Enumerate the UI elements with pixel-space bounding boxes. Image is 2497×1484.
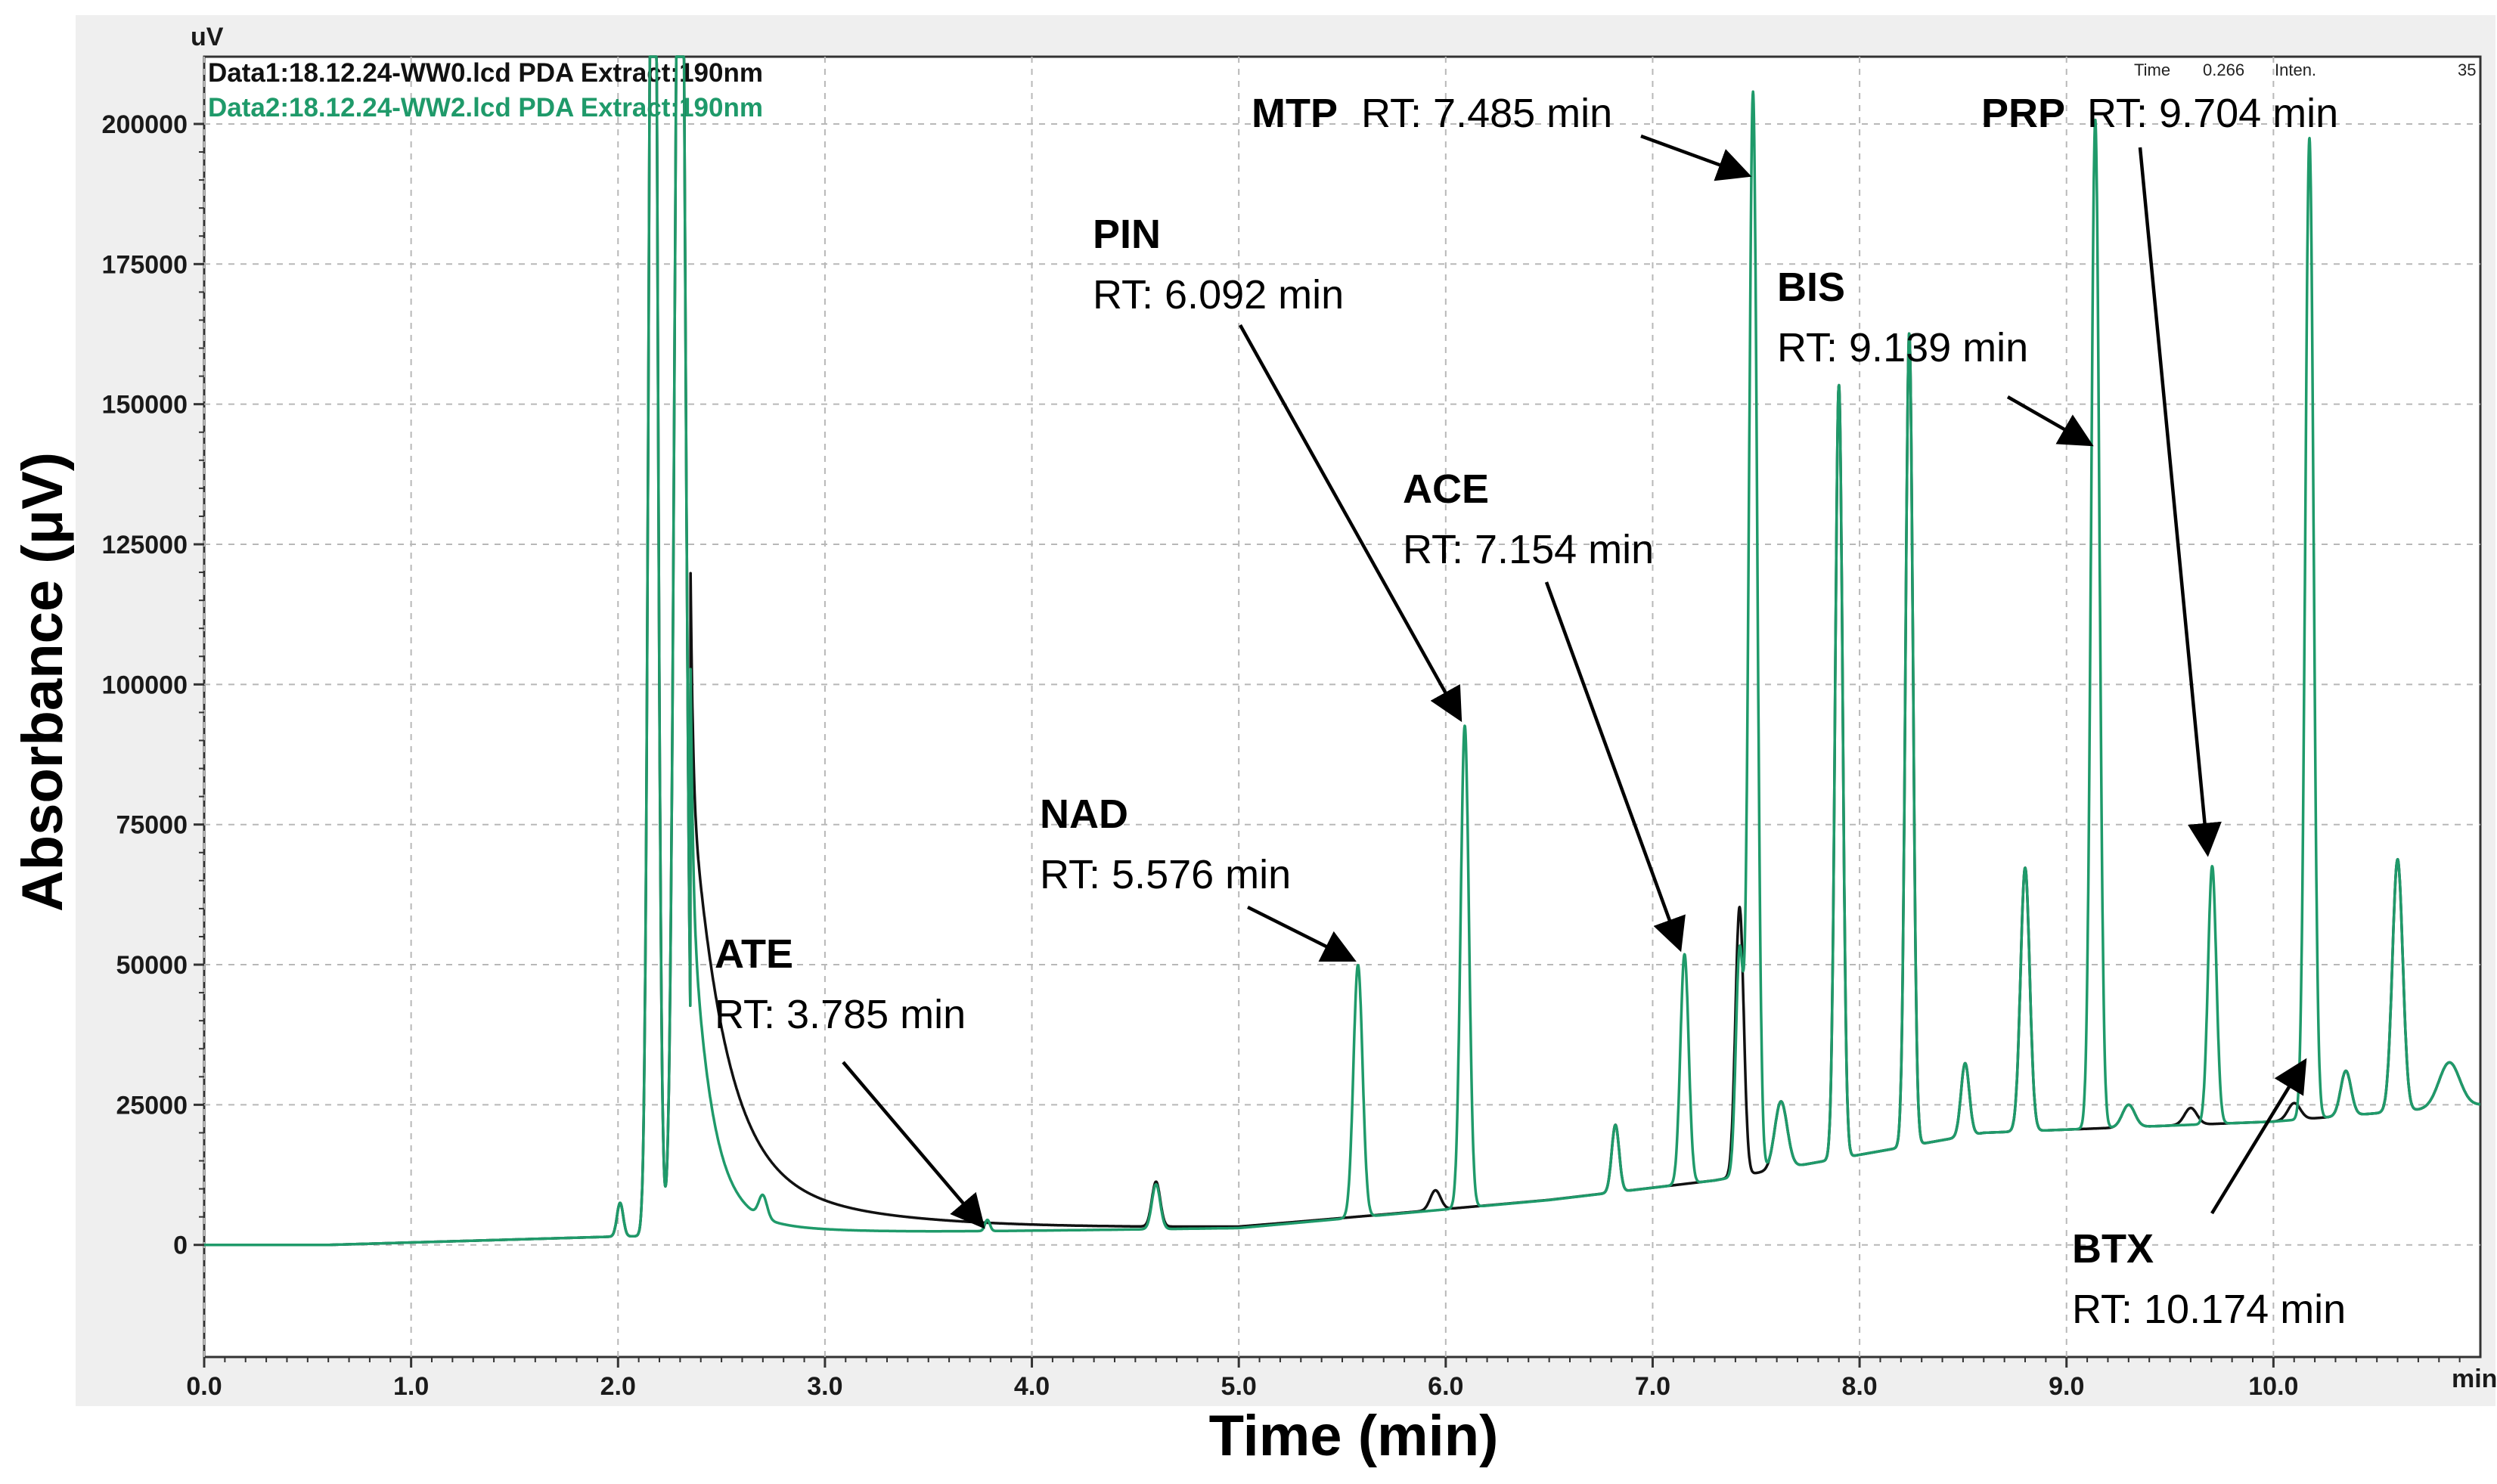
annotation-prp-name: PRP [1981,91,2065,136]
x-unit-label: min [2452,1365,2497,1393]
x-axis-title: Time (min) [1209,1404,1499,1468]
readout-time-label: Time [2134,60,2170,79]
y-tick-label: 125000 [102,531,188,559]
annotation-ace-name: ACE [1403,466,1489,512]
readout-inten-label: Inten. [2275,60,2316,79]
annotation-pin-name: PIN [1093,212,1161,257]
chromatogram-traces [203,55,2482,1247]
annotation-btx-name: BTX [2072,1226,2154,1272]
annotation-pin-arrow [1239,324,1463,723]
plot-area [203,55,2482,1359]
annotation-mtp-rt: RT: 7.485 min [1361,91,1612,136]
annotation-prp-rt: RT: 9.704 min [2087,91,2338,136]
x-tick-label: 3.0 [807,1372,842,1401]
annotation-mtp-arrow [1640,134,1752,181]
annotation-pin-rt: RT: 6.092 min [1093,272,1344,318]
x-tick-label: 7.0 [1635,1372,1670,1401]
x-tick-label: 4.0 [1014,1372,1050,1401]
y-unit-label: uV [191,23,224,51]
annotation-ace-rt: RT: 7.154 min [1403,527,1654,572]
y-tick-label: 25000 [116,1091,188,1120]
annotation-btx-rt: RT: 10.174 min [2072,1287,2346,1332]
annotation-nad-rt: RT: 5.576 min [1040,852,1291,897]
legend-series-1: Data1:18.12.24-WW0.lcd PDA Extract:190nm [208,58,763,88]
x-tick-label: 1.0 [393,1372,429,1401]
annotation-ate-name: ATE [715,931,793,977]
annotation-ate-arrow [842,1061,985,1229]
annotation-bis-arrow [2006,395,2094,447]
x-tick-label: 5.0 [1221,1372,1257,1401]
annotation-bis-rt: RT: 9.139 min [1777,325,2028,370]
y-tick-label: 100000 [102,671,188,699]
x-tick-label: 2.0 [600,1372,636,1401]
y-tick-label: 0 [173,1232,188,1260]
x-tick-label: 9.0 [2049,1372,2084,1401]
x-tick-label: 6.0 [1428,1372,1463,1401]
annotation-ace-arrow [1544,581,1686,953]
legend-series-2: Data2:18.12.24-WW2.lcd PDA Extract:190nm [208,93,763,122]
x-axis-ticks: 0.0 1.0 2.0 3.0 4.0 5.0 6.0 7.0 8.0 9.0 10.0 [186,1357,2461,1401]
y-tick-label: 175000 [102,250,188,279]
y-tick-label: 200000 [102,110,188,139]
y-axis-ticks: 0 25000 50000 75000 100000 125000 150000 175000… [102,110,204,1260]
annotation-bis-name: BIS [1777,265,1845,310]
trace-data2 [203,55,2482,1247]
readout-inten-value: 35 [2458,60,2476,79]
grid-lines [203,57,2480,1357]
y-axis-title: Absorbance (μV) [11,452,75,912]
y-tick-label: 150000 [102,391,188,420]
peak-annotations: ATE RT: 3.785 min NAD RT: 5.576 min PIN RT: 6… [715,91,2346,1332]
annotation-prp-arrow [2138,147,2222,857]
y-tick-label: 50000 [116,951,188,980]
x-tick-label: 8.0 [1841,1372,1877,1401]
annotation-ate-rt: RT: 3.785 min [715,992,966,1037]
readout-time-value: 0.266 [2203,60,2244,79]
annotation-btx-arrow [2210,1058,2307,1215]
x-tick-label: 10.0 [2248,1372,2298,1401]
y-tick-label: 75000 [116,811,188,840]
annotation-mtp-name: MTP [1252,91,1338,136]
annotation-nad-name: NAD [1040,792,1128,837]
annotation-nad-arrow [1246,905,1357,962]
x-tick-label: 0.0 [186,1372,222,1401]
